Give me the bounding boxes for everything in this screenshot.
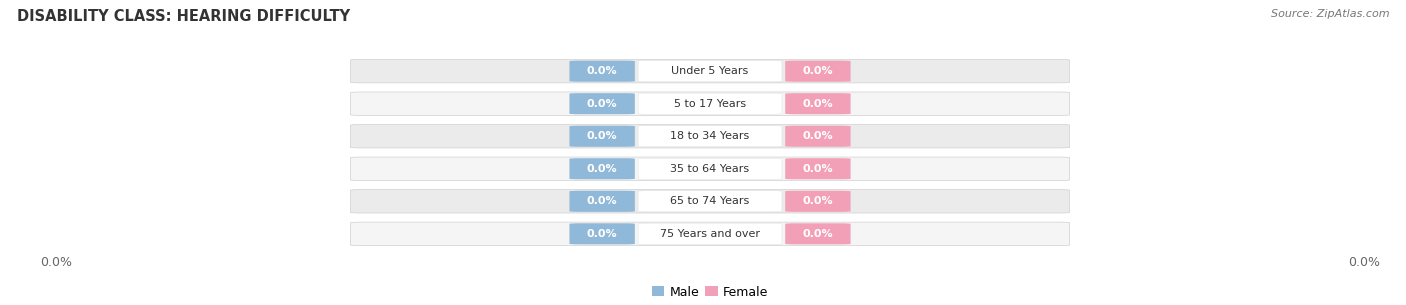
FancyBboxPatch shape bbox=[350, 190, 1070, 213]
Text: 0.0%: 0.0% bbox=[803, 131, 834, 141]
Text: 0.0%: 0.0% bbox=[586, 164, 617, 174]
Text: 0.0%: 0.0% bbox=[803, 196, 834, 206]
Text: 75 Years and over: 75 Years and over bbox=[659, 229, 761, 239]
Text: Source: ZipAtlas.com: Source: ZipAtlas.com bbox=[1271, 9, 1389, 19]
FancyBboxPatch shape bbox=[785, 158, 851, 179]
Text: 0.0%: 0.0% bbox=[586, 99, 617, 109]
FancyBboxPatch shape bbox=[569, 158, 636, 179]
Text: DISABILITY CLASS: HEARING DIFFICULTY: DISABILITY CLASS: HEARING DIFFICULTY bbox=[17, 9, 350, 24]
FancyBboxPatch shape bbox=[569, 61, 636, 82]
Text: 0.0%: 0.0% bbox=[586, 229, 617, 239]
FancyBboxPatch shape bbox=[785, 93, 851, 114]
FancyBboxPatch shape bbox=[785, 126, 851, 147]
FancyBboxPatch shape bbox=[350, 157, 1070, 181]
Text: 0.0%: 0.0% bbox=[586, 131, 617, 141]
Legend: Male, Female: Male, Female bbox=[652, 285, 768, 299]
FancyBboxPatch shape bbox=[569, 93, 636, 114]
Text: 35 to 64 Years: 35 to 64 Years bbox=[671, 164, 749, 174]
Text: 0.0%: 0.0% bbox=[586, 196, 617, 206]
Text: 0.0%: 0.0% bbox=[586, 66, 617, 76]
FancyBboxPatch shape bbox=[638, 93, 782, 114]
FancyBboxPatch shape bbox=[785, 61, 851, 82]
FancyBboxPatch shape bbox=[569, 223, 636, 244]
FancyBboxPatch shape bbox=[638, 223, 782, 244]
FancyBboxPatch shape bbox=[569, 191, 636, 212]
FancyBboxPatch shape bbox=[350, 92, 1070, 115]
FancyBboxPatch shape bbox=[638, 158, 782, 179]
Text: 0.0%: 0.0% bbox=[803, 229, 834, 239]
FancyBboxPatch shape bbox=[350, 222, 1070, 246]
Text: 0.0%: 0.0% bbox=[803, 99, 834, 109]
FancyBboxPatch shape bbox=[785, 223, 851, 244]
FancyBboxPatch shape bbox=[785, 191, 851, 212]
Text: 0.0%: 0.0% bbox=[803, 164, 834, 174]
FancyBboxPatch shape bbox=[638, 126, 782, 147]
Text: 65 to 74 Years: 65 to 74 Years bbox=[671, 196, 749, 206]
FancyBboxPatch shape bbox=[350, 59, 1070, 83]
FancyBboxPatch shape bbox=[638, 191, 782, 212]
FancyBboxPatch shape bbox=[569, 126, 636, 147]
Text: 5 to 17 Years: 5 to 17 Years bbox=[673, 99, 747, 109]
Text: 18 to 34 Years: 18 to 34 Years bbox=[671, 131, 749, 141]
Text: 0.0%: 0.0% bbox=[803, 66, 834, 76]
Text: Under 5 Years: Under 5 Years bbox=[672, 66, 748, 76]
FancyBboxPatch shape bbox=[350, 124, 1070, 148]
FancyBboxPatch shape bbox=[638, 61, 782, 82]
